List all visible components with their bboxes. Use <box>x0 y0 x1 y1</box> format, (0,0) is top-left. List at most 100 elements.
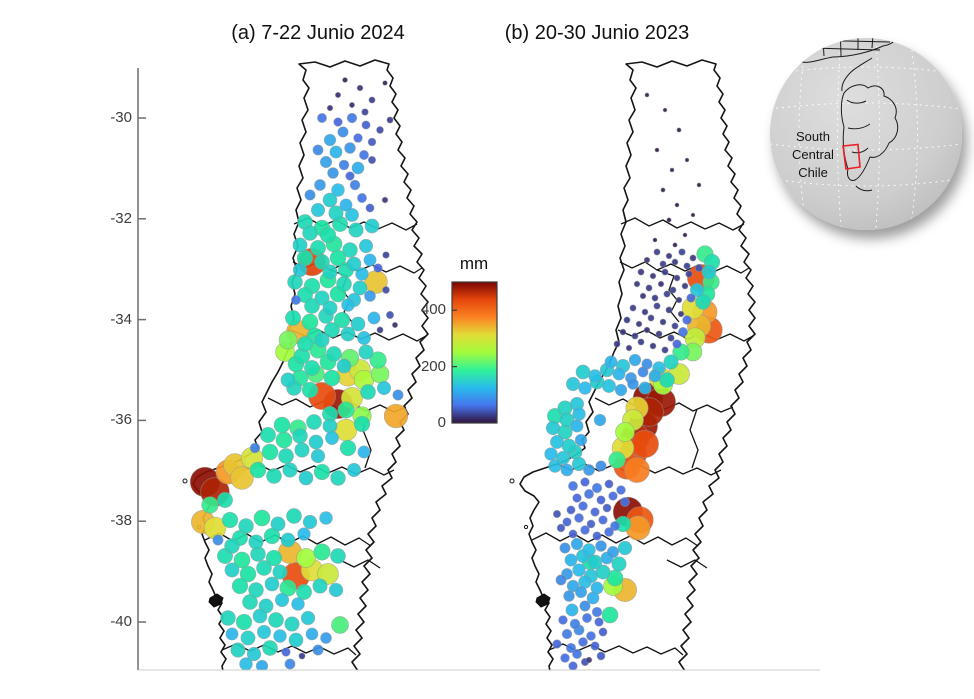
precip-bubble <box>637 338 645 346</box>
precip-bubble <box>591 482 603 494</box>
precip-bubble <box>661 346 669 354</box>
latitude-tick-label: -40 <box>110 613 132 630</box>
precip-bubble <box>363 253 377 267</box>
precip-bubble <box>319 511 333 525</box>
precip-bubble <box>238 518 254 534</box>
precip-bubble <box>330 470 346 486</box>
precip-bubble <box>312 144 324 156</box>
precip-bubble <box>274 592 290 608</box>
precip-bubble <box>649 272 657 280</box>
precip-bubble <box>333 311 351 329</box>
precip-bubble <box>653 302 661 310</box>
precip-bubble <box>631 332 639 340</box>
precip-bubble <box>265 549 283 567</box>
precip-bubble <box>353 415 371 433</box>
precip-bubble <box>694 263 704 273</box>
precip-bubble <box>273 416 291 434</box>
precip-bubble <box>358 238 374 254</box>
precip-bubble <box>312 578 328 594</box>
precip-bubble <box>613 340 621 348</box>
precip-bubble <box>639 292 647 300</box>
precip-bubble <box>345 171 355 181</box>
precip-bubble <box>302 514 318 530</box>
precip-bubble <box>310 240 326 256</box>
precip-bubble <box>627 378 639 390</box>
precip-bubble <box>669 286 677 294</box>
precip-bubble <box>570 537 584 551</box>
precip-bubble <box>221 511 239 529</box>
precip-bubble <box>261 443 279 461</box>
precip-bubble <box>564 553 578 567</box>
precip-bubble <box>345 208 359 222</box>
precip-bubble <box>273 629 287 643</box>
precip-bubble <box>382 251 390 259</box>
precip-bubble <box>310 448 326 464</box>
precip-bubble <box>284 616 300 632</box>
precip-bubble <box>336 358 352 374</box>
precip-bubble <box>367 311 381 325</box>
precip-bubble <box>677 310 685 318</box>
precip-bubble <box>235 613 253 631</box>
precip-bubble <box>319 226 337 244</box>
precip-bubble <box>361 120 371 130</box>
precip-bubble <box>344 142 356 154</box>
colorbar-tick-label: 200 <box>420 357 446 375</box>
precip-bubble <box>578 637 588 647</box>
precip-bubble <box>571 456 587 472</box>
precip-bubble <box>672 339 682 349</box>
precip-bubble <box>334 91 342 99</box>
precip-bubble <box>665 252 673 260</box>
precip-bubble <box>582 613 592 623</box>
precip-bubble <box>220 610 236 626</box>
precip-bubble <box>620 497 630 507</box>
precip-bubble <box>322 264 338 280</box>
precip-bubble <box>689 282 705 298</box>
precip-bubble <box>579 600 591 612</box>
precip-bubble <box>296 584 312 600</box>
precip-bubble <box>661 268 669 276</box>
precip-bubble <box>301 381 319 399</box>
precip-bubble <box>256 560 272 576</box>
precip-bubble <box>574 513 584 523</box>
precip-bubble <box>572 407 586 421</box>
precip-bubble <box>690 212 696 218</box>
precip-bubble <box>685 270 693 278</box>
precip-bubble <box>574 433 588 447</box>
precip-bubble <box>357 331 371 345</box>
precip-bubble <box>590 641 600 651</box>
precip-bubble <box>326 346 342 362</box>
precip-bubble <box>376 326 384 334</box>
precip-bubble <box>381 196 389 204</box>
precip-bubble <box>561 628 573 640</box>
precip-bubble <box>602 503 612 513</box>
precip-bubble <box>348 222 364 238</box>
precip-bubble <box>682 232 688 238</box>
precip-bubble <box>246 646 262 662</box>
precip-bubble <box>367 155 377 165</box>
precip-bubble <box>544 447 558 461</box>
precip-bubble <box>572 563 586 577</box>
precip-bubble <box>592 531 602 541</box>
precip-bubble <box>550 435 564 449</box>
precip-bubble <box>615 422 635 442</box>
precip-bubble <box>306 414 322 430</box>
precip-bubble <box>643 256 651 264</box>
precip-bubble <box>582 543 596 557</box>
precip-bubble <box>278 448 294 464</box>
precip-bubble <box>624 457 650 483</box>
precip-bubble <box>336 276 352 292</box>
precip-bubble <box>292 262 308 278</box>
precip-bubble <box>559 412 575 428</box>
latitude-tick-label: -34 <box>110 310 132 328</box>
precip-bubble <box>291 597 305 611</box>
precip-bubble <box>653 248 661 256</box>
globe-inset <box>770 38 962 230</box>
precip-bubble <box>365 203 375 213</box>
precip-bubble <box>580 477 590 487</box>
colorbar <box>451 281 498 424</box>
precip-bubble <box>294 442 310 458</box>
precip-bubble <box>673 274 681 282</box>
precip-bubble <box>248 534 264 550</box>
precip-bubble <box>322 418 338 434</box>
precip-bubble <box>628 353 642 367</box>
